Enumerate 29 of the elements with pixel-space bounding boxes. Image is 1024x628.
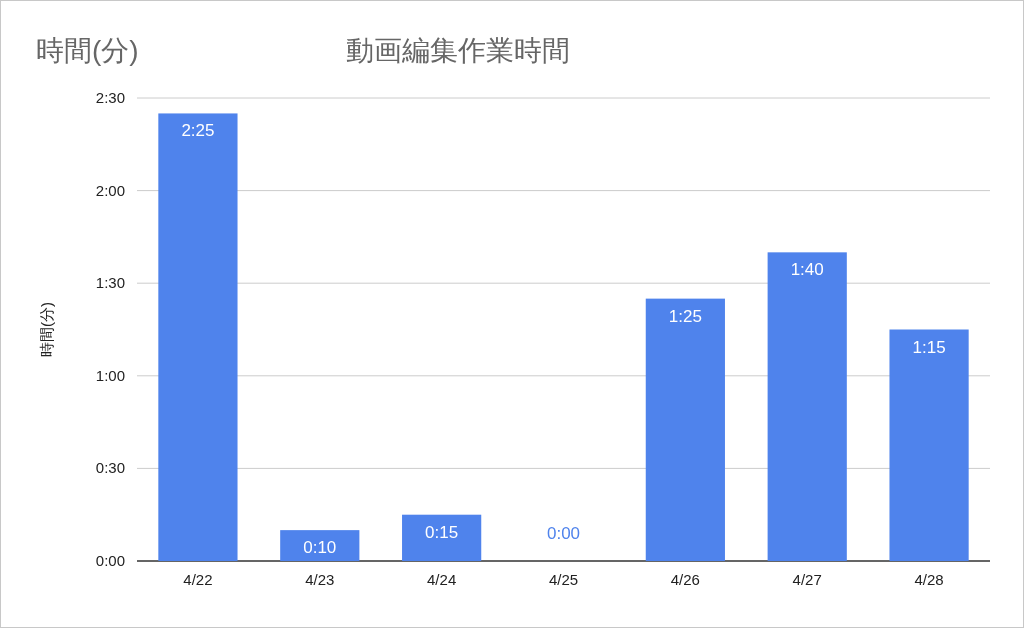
bar: [645, 298, 725, 561]
y-tick-label: 0:30: [95, 459, 125, 477]
x-tick-label: 4/22: [183, 571, 213, 588]
data-label: 1:15: [912, 337, 946, 357]
bar: [767, 252, 847, 561]
y-tick-label: 2:30: [95, 89, 125, 106]
y-axis-title: 時間(分): [38, 302, 55, 357]
y-tick-label: 1:00: [95, 366, 125, 384]
x-tick-label: 4/24: [427, 571, 457, 588]
data-label: 0:00: [546, 524, 581, 543]
bar: [158, 113, 238, 561]
x-tick-label: 4/26: [670, 571, 700, 588]
x-tick-label: 4/23: [305, 571, 335, 588]
y-tick-label: 1:30: [95, 274, 125, 292]
data-label: 1:40: [790, 260, 824, 280]
x-tick-label: 4/28: [914, 571, 944, 588]
text: 時間(分): [36, 35, 139, 66]
bar: [889, 329, 969, 561]
chart-title: 動画編集作業時間: [346, 35, 570, 66]
data-label: 0:15: [425, 522, 459, 542]
x-tick-label: 4/25: [548, 571, 579, 588]
data-label: 0:10: [303, 538, 337, 558]
bar: [280, 530, 360, 561]
data-label: 2:25: [181, 121, 215, 141]
data-label: 1:25: [668, 306, 702, 326]
y-tick-label: 2:00: [95, 181, 125, 199]
bar: [402, 514, 482, 561]
y-tick-label: 0:00: [95, 552, 125, 569]
x-tick-label: 4/27: [792, 571, 822, 588]
